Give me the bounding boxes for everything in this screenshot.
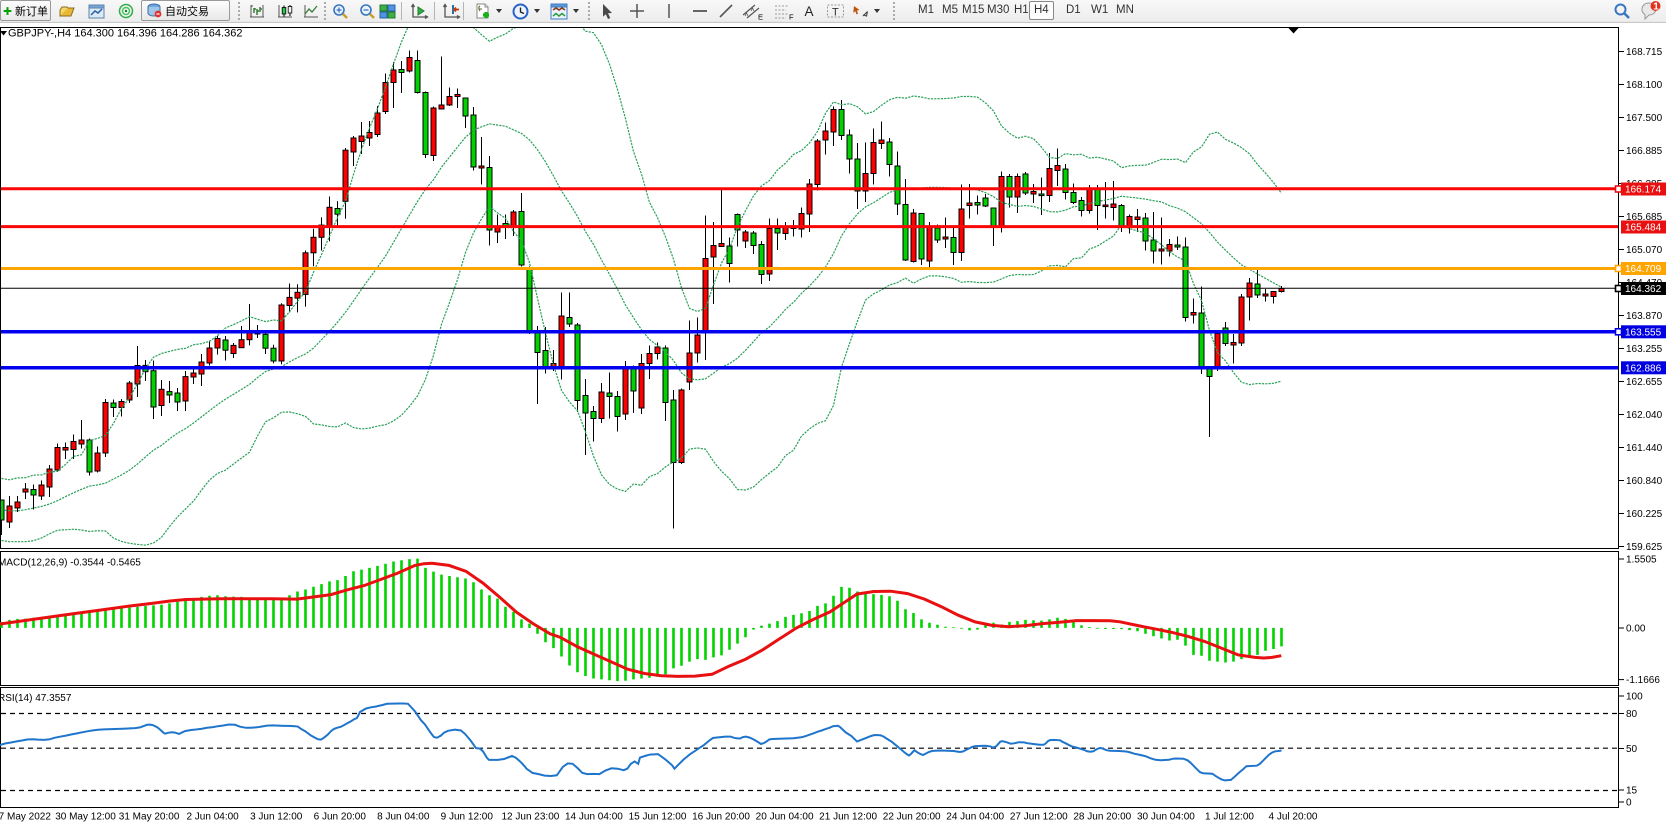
svg-text:0: 0: [1626, 798, 1632, 809]
svg-text:RSI(14) 47.3557: RSI(14) 47.3557: [0, 693, 72, 704]
svg-text:24 Jun 04:00: 24 Jun 04:00: [946, 812, 1004, 823]
svg-text:12 Jun 23:00: 12 Jun 23:00: [501, 812, 559, 823]
svg-text:162.040: 162.040: [1626, 410, 1663, 421]
svg-text:165.484: 165.484: [1625, 223, 1662, 234]
svg-text:2 Jun 04:00: 2 Jun 04:00: [186, 812, 239, 823]
svg-text:8 Jun 04:00: 8 Jun 04:00: [377, 812, 430, 823]
svg-text:F: F: [789, 12, 794, 20]
svg-text:22 Jun 20:00: 22 Jun 20:00: [883, 812, 941, 823]
svg-text:9 Jun 12:00: 9 Jun 12:00: [441, 812, 494, 823]
svg-text:14 Jun 04:00: 14 Jun 04:00: [565, 812, 623, 823]
svg-text:100: 100: [1626, 692, 1643, 703]
svg-text:15 Jun 12:00: 15 Jun 12:00: [629, 812, 687, 823]
svg-text:27 May 2022: 27 May 2022: [0, 812, 51, 823]
svg-text:165.070: 165.070: [1626, 245, 1663, 256]
svg-text:166.285: 166.285: [1626, 179, 1663, 190]
svg-text:162.655: 162.655: [1626, 377, 1663, 388]
svg-text:164.362: 164.362: [1625, 284, 1662, 295]
svg-text:30 May 12:00: 30 May 12:00: [55, 812, 116, 823]
svg-text:E: E: [758, 12, 763, 20]
svg-text:1 Jul 12:00: 1 Jul 12:00: [1205, 812, 1254, 823]
svg-text:0.00: 0.00: [1626, 624, 1646, 635]
svg-text:163.555: 163.555: [1625, 327, 1662, 338]
svg-text:T: T: [832, 7, 839, 19]
svg-text:166.174: 166.174: [1625, 185, 1662, 196]
svg-text:159.625: 159.625: [1626, 542, 1663, 553]
svg-text:-1.1666: -1.1666: [1626, 675, 1660, 686]
svg-text:160.840: 160.840: [1626, 476, 1663, 487]
svg-text:3 Jun 12:00: 3 Jun 12:00: [250, 812, 303, 823]
svg-text:21 Jun 12:00: 21 Jun 12:00: [819, 812, 877, 823]
svg-text:15: 15: [1626, 786, 1638, 797]
svg-text:164.470: 164.470: [1626, 278, 1663, 289]
svg-text:28 Jun 20:00: 28 Jun 20:00: [1073, 812, 1131, 823]
svg-text:167.500: 167.500: [1626, 113, 1663, 124]
svg-text:6 Jun 20:00: 6 Jun 20:00: [314, 812, 367, 823]
svg-text:80: 80: [1626, 709, 1638, 720]
svg-text:162.886: 162.886: [1625, 363, 1662, 374]
svg-text:1.5505: 1.5505: [1626, 555, 1657, 566]
svg-text:168.715: 168.715: [1626, 47, 1663, 58]
svg-text:50: 50: [1626, 744, 1638, 755]
svg-text:20 Jun 04:00: 20 Jun 04:00: [756, 812, 814, 823]
svg-text:163.870: 163.870: [1626, 311, 1663, 322]
svg-text:4 Jul 20:00: 4 Jul 20:00: [1269, 812, 1318, 823]
svg-text:164.709: 164.709: [1625, 264, 1662, 275]
svg-text:163.255: 163.255: [1626, 344, 1663, 355]
svg-text:168.100: 168.100: [1626, 80, 1663, 91]
svg-text:31 May 20:00: 31 May 20:00: [119, 812, 180, 823]
svg-text:MACD(12,26,9) -0.3544 -0.5465: MACD(12,26,9) -0.3544 -0.5465: [0, 558, 141, 569]
svg-text:161.440: 161.440: [1626, 443, 1663, 454]
svg-text:GBPJPY-,H4 164.300 164.396 16: GBPJPY-,H4 164.300 164.396 164.286 164.3…: [8, 28, 242, 40]
svg-text:1: 1: [1653, 2, 1659, 13]
svg-text:166.885: 166.885: [1626, 146, 1663, 157]
svg-text:160.225: 160.225: [1626, 509, 1663, 520]
svg-text:16 Jun 20:00: 16 Jun 20:00: [692, 812, 750, 823]
svg-text:30 Jun 04:00: 30 Jun 04:00: [1137, 812, 1195, 823]
svg-text:165.685: 165.685: [1626, 212, 1663, 223]
svg-text:27 Jun 12:00: 27 Jun 12:00: [1010, 812, 1068, 823]
